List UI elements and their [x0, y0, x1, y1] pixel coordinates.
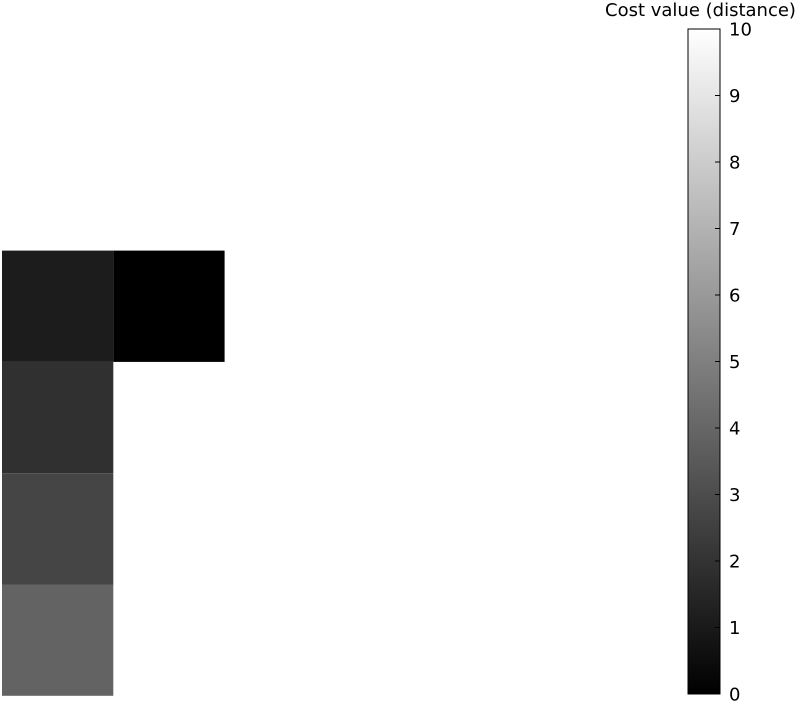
colorbar-tick-label: 3 [729, 485, 740, 506]
heatmap-cell [113, 250, 225, 362]
colorbar-tick-label: 8 [729, 153, 740, 174]
colorbar-gradient [687, 28, 721, 695]
colorbar-tick-label: 7 [729, 219, 740, 240]
heatmap-cell [2, 250, 114, 362]
colorbar-tick-label: 6 [729, 286, 740, 307]
colorbar-ticks: 0 1 2 3 4 5 6 7 8 9 10 [715, 20, 752, 705]
colorbar-tick-label: 9 [729, 86, 740, 107]
colorbar-tick-label: 4 [729, 419, 740, 440]
heatmap-cell [2, 473, 114, 585]
colorbar-tick-label: 1 [729, 618, 740, 639]
heatmap-cell [2, 361, 114, 474]
heatmap-grid [2, 250, 225, 696]
colorbar-tick-label: 2 [729, 552, 740, 573]
colorbar-tick-label: 10 [729, 20, 752, 41]
colorbar: 0 1 2 3 4 5 6 7 8 9 10 Cost value (distance) [605, 0, 796, 705]
colorbar-title: Cost value (distance) [605, 0, 796, 21]
colorbar-tick-label: 0 [729, 685, 740, 705]
colorbar-tick-label: 5 [729, 352, 740, 373]
heatmap-cell [2, 584, 114, 696]
